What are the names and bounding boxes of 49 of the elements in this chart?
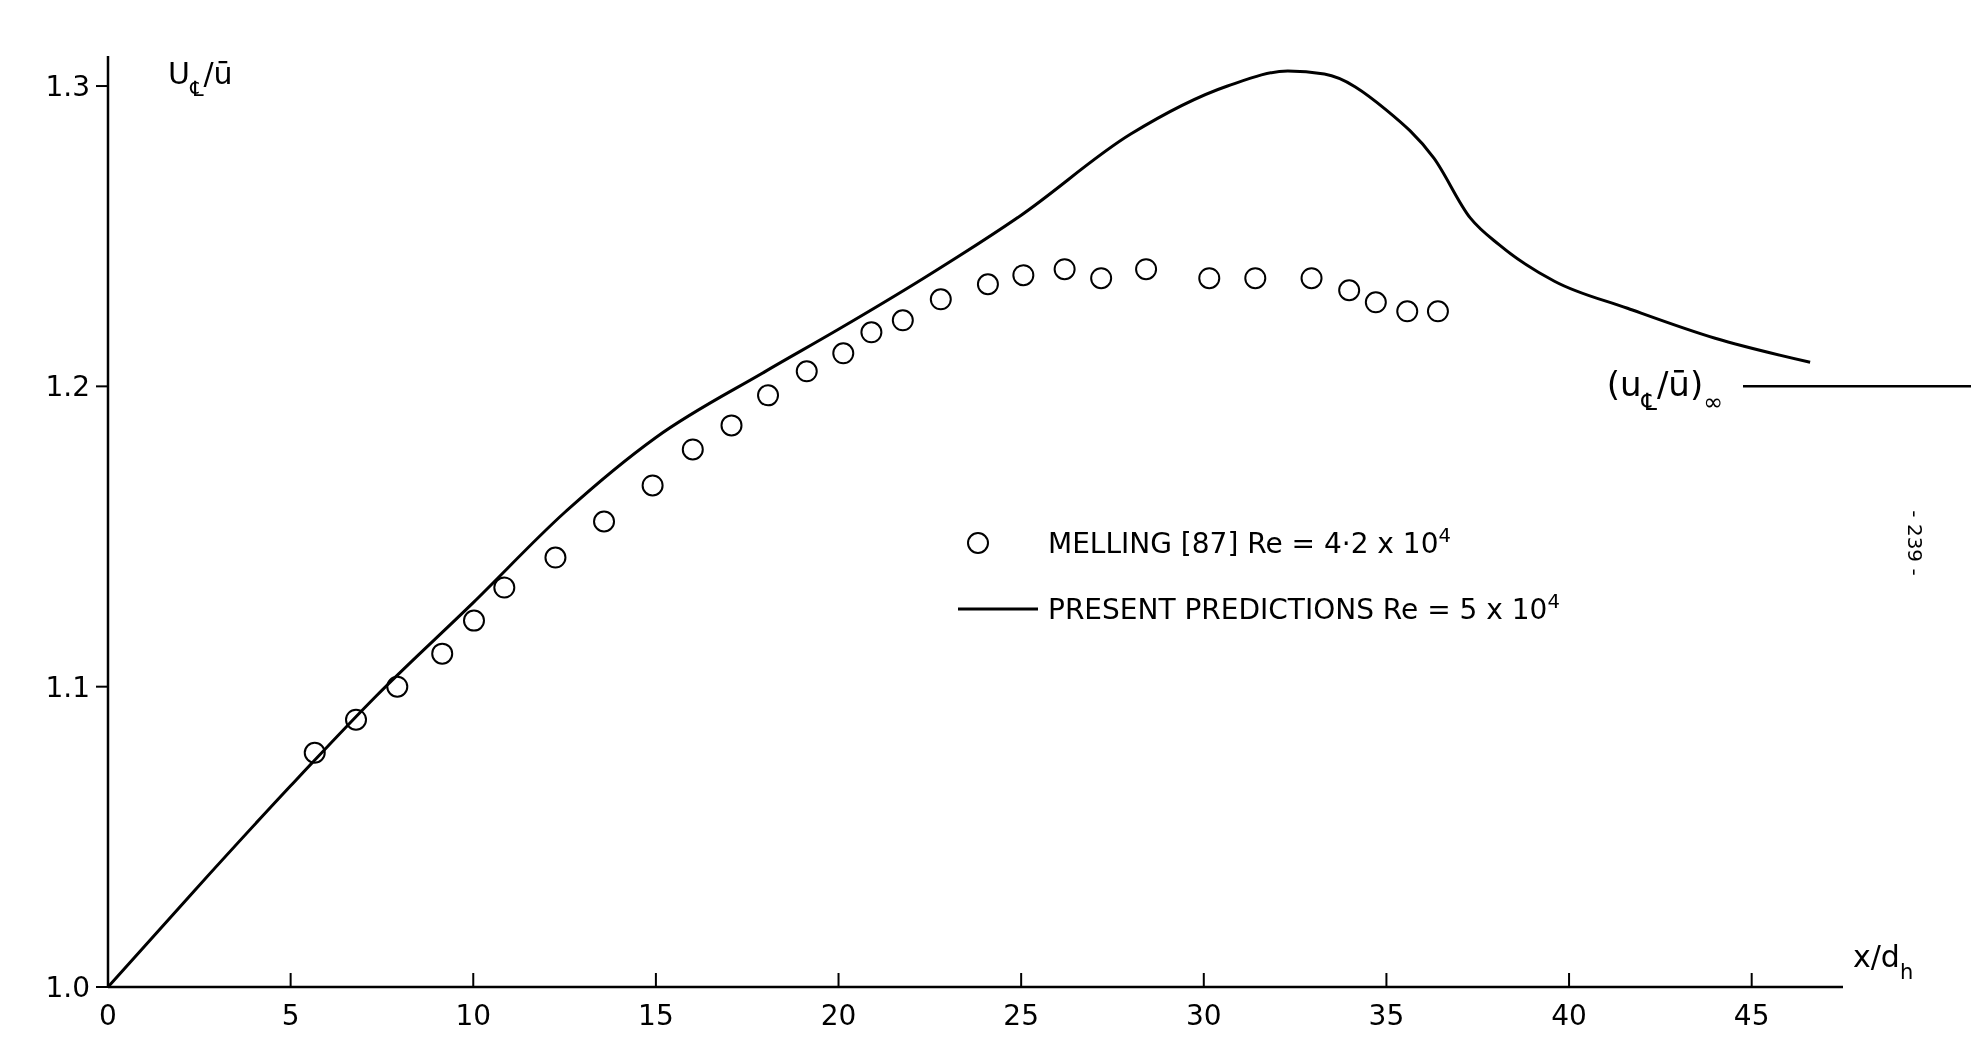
x-tick-label: 5 <box>281 999 300 1032</box>
x-tick-label: 45 <box>1733 999 1770 1032</box>
point <box>1053 258 1076 281</box>
point <box>345 708 368 731</box>
point <box>976 273 999 296</box>
point <box>462 609 485 632</box>
point <box>593 510 616 533</box>
x-tick-label: 0 <box>99 999 117 1032</box>
y-axis-title: U$_{℄}$/ū <box>168 56 233 101</box>
point <box>641 474 664 497</box>
point <box>1090 267 1113 290</box>
point <box>795 360 818 383</box>
point <box>891 309 914 332</box>
point <box>1012 264 1035 287</box>
point <box>832 342 855 365</box>
text: - 239 - <box>1903 510 1927 576</box>
point <box>1244 267 1267 290</box>
point <box>1300 267 1323 290</box>
point <box>1364 291 1387 314</box>
point <box>1396 300 1419 323</box>
point <box>431 642 454 665</box>
point <box>386 675 409 698</box>
point <box>1338 279 1361 302</box>
x-axis-title: x/d$_{h}$ <box>1853 939 1914 984</box>
point <box>303 741 326 764</box>
x-tick-label: 20 <box>820 999 857 1032</box>
point <box>493 576 516 599</box>
point <box>544 546 567 569</box>
legend-label: MELLING [87] Re = 4·2 x 10$^{4}$ <box>1048 523 1451 560</box>
point <box>1198 267 1221 290</box>
x-tick-label: 15 <box>638 999 674 1032</box>
y-tick-label: 1.2 <box>45 370 90 404</box>
y-tick-label: 1.1 <box>45 670 90 704</box>
point <box>720 414 743 437</box>
y-tick-label: 1.3 <box>45 70 90 104</box>
y-tick-label: 1.0 <box>45 971 90 1004</box>
point <box>681 438 704 461</box>
x-tick-label: 30 <box>1185 999 1222 1032</box>
legend-label: PRESENT PREDICTIONS Re = 5 x 10$^{4}$ <box>1048 589 1560 626</box>
x-tick-label: 25 <box>1003 999 1039 1032</box>
x-tick-label: 40 <box>1551 999 1587 1032</box>
point <box>929 288 952 311</box>
x-tick-label: 35 <box>1368 999 1405 1032</box>
point <box>1426 300 1449 323</box>
point <box>860 321 883 344</box>
point <box>1135 258 1158 281</box>
x-tick-label: 10 <box>455 999 492 1032</box>
ref-line-label: (u$_{℄}$/ū)$_{∞}$ <box>1606 364 1723 417</box>
point <box>757 384 780 407</box>
